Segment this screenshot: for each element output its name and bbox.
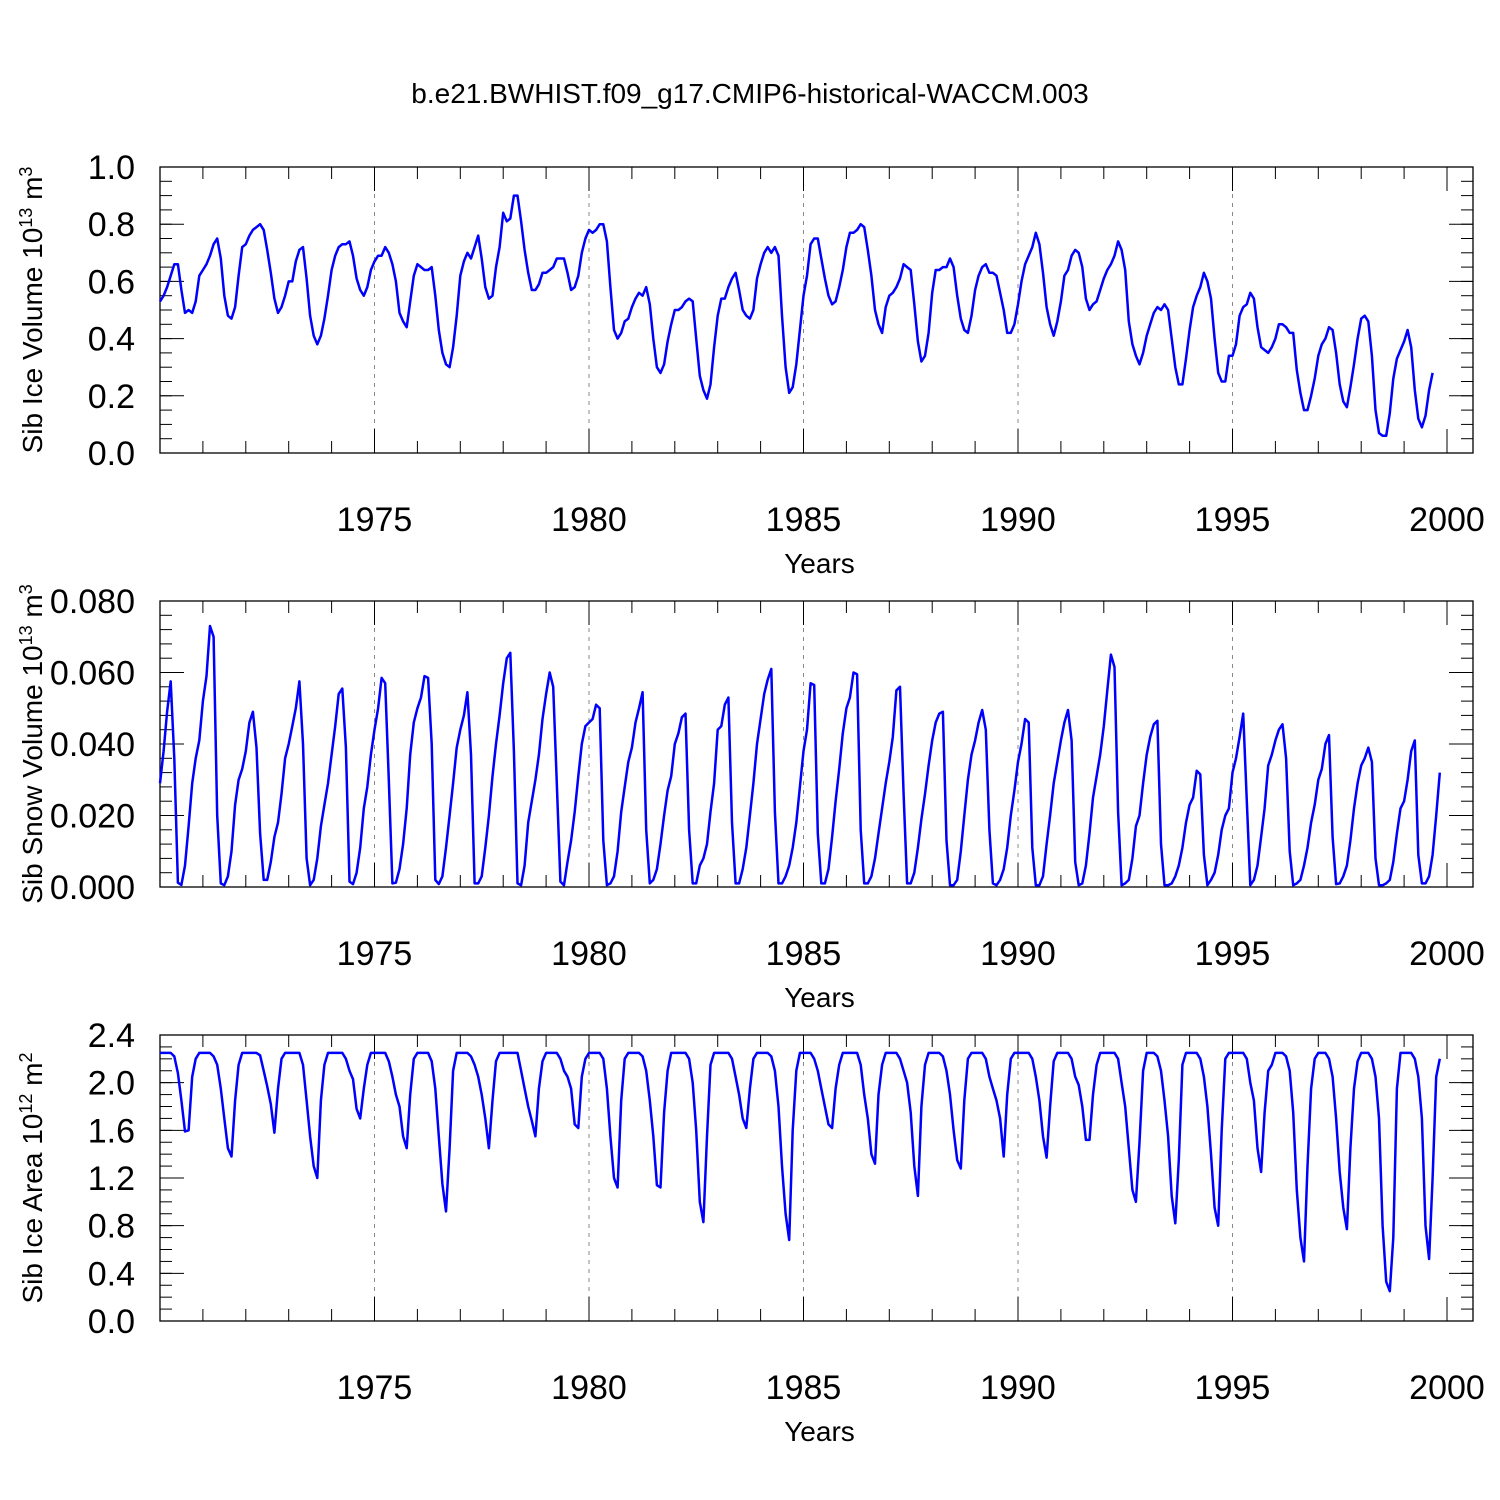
y-axis-label-exponent: 12 [16, 1094, 36, 1114]
y-tick-label: 1.0 [88, 149, 135, 187]
snow-volume-panel: 0.000 0.020 0.040 0.060 0.080 1975 1980 1985 199… [16, 583, 1485, 1013]
series-line [160, 1051, 1442, 1293]
x-tick-label: 1985 [766, 501, 842, 539]
y-axis-label: Sib Ice Area 1012 m2 [16, 1052, 48, 1303]
y-tick-label: 0.040 [50, 726, 135, 764]
x-tick-label: 2000 [1409, 935, 1485, 973]
ice-area-panel: 0.0 0.4 0.8 1.2 1.6 2.0 2.4 1975 1980 1985 1990 199… [16, 1017, 1485, 1447]
y-tick-label: 1.2 [88, 1160, 135, 1198]
x-tick-label: 1995 [1195, 935, 1271, 973]
x-tick-label: 1985 [766, 935, 842, 973]
series-line [158, 624, 1442, 887]
series-line [158, 194, 1434, 438]
y-tick-label: 0.8 [88, 206, 135, 244]
y-tick-label: 0.4 [88, 1255, 135, 1293]
x-tick-label: 1980 [551, 501, 627, 539]
y-tick-label: 0.000 [50, 869, 135, 907]
y-axis-label-exponent: 2 [16, 1052, 36, 1062]
y-tick-label: 0.4 [88, 321, 135, 359]
y-tick-label: 2.4 [88, 1017, 135, 1055]
x-axis-label: Years [784, 548, 855, 579]
volume-panel: 0.0 0.2 0.4 0.6 0.8 1.0 1975 1980 1985 1990 1995 20… [16, 149, 1485, 579]
y-tick-label: 0.8 [88, 1208, 135, 1246]
figure-title: b.e21.BWHIST.f09_g17.CMIP6-historical-WA… [411, 78, 1088, 109]
y-tick-label: 0.080 [50, 583, 135, 621]
x-tick-label: 1975 [337, 935, 413, 973]
x-tick-label: 1975 [337, 1369, 413, 1407]
x-tick-label: 1975 [337, 501, 413, 539]
x-tick-label: 1990 [980, 501, 1056, 539]
y-tick-label: 2.0 [88, 1065, 135, 1103]
y-axis-label-part: Sib Ice Area 10 [17, 1114, 48, 1304]
y-axis-label-part: m [17, 594, 48, 625]
y-tick-label: 0.0 [88, 1303, 135, 1341]
y-axis-label-exponent: 13 [16, 625, 36, 645]
y-tick-label: 0.6 [88, 263, 135, 301]
y-axis-label-exponent: 3 [16, 584, 36, 594]
x-axis-label: Years [784, 1416, 855, 1447]
x-tick-label: 1985 [766, 1369, 842, 1407]
y-tick-label: 0.0 [88, 435, 135, 473]
y-axis-label-exponent: 3 [16, 167, 36, 177]
plot-frame [159, 166, 1474, 454]
y-axis-label-part: m [17, 1062, 48, 1093]
x-tick-label: 2000 [1409, 501, 1485, 539]
y-axis-label-part: m [17, 177, 48, 208]
y-axis-label: Sib Snow Volume 1013 m3 [16, 584, 48, 904]
y-tick-label: 1.6 [88, 1112, 135, 1150]
plot-frame [159, 1034, 1474, 1322]
x-tick-label: 1995 [1195, 1369, 1271, 1407]
y-tick-label: 0.020 [50, 798, 135, 836]
y-tick-label: 0.060 [50, 655, 135, 693]
x-axis-label: Years [784, 982, 855, 1013]
y-tick-label: 0.2 [88, 378, 135, 416]
y-axis-label: Sib Ice Volume 1013 m3 [16, 167, 48, 454]
x-tick-label: 1995 [1195, 501, 1271, 539]
x-tick-label: 1980 [551, 1369, 627, 1407]
y-axis-label-part: Sib Ice Volume 10 [17, 228, 48, 454]
x-tick-label: 1990 [980, 1369, 1056, 1407]
y-axis-label-part: Sib Snow Volume 10 [17, 645, 48, 903]
x-tick-label: 1980 [551, 935, 627, 973]
x-tick-label: 1990 [980, 935, 1056, 973]
x-tick-label: 2000 [1409, 1369, 1485, 1407]
y-axis-label-exponent: 13 [16, 208, 36, 228]
